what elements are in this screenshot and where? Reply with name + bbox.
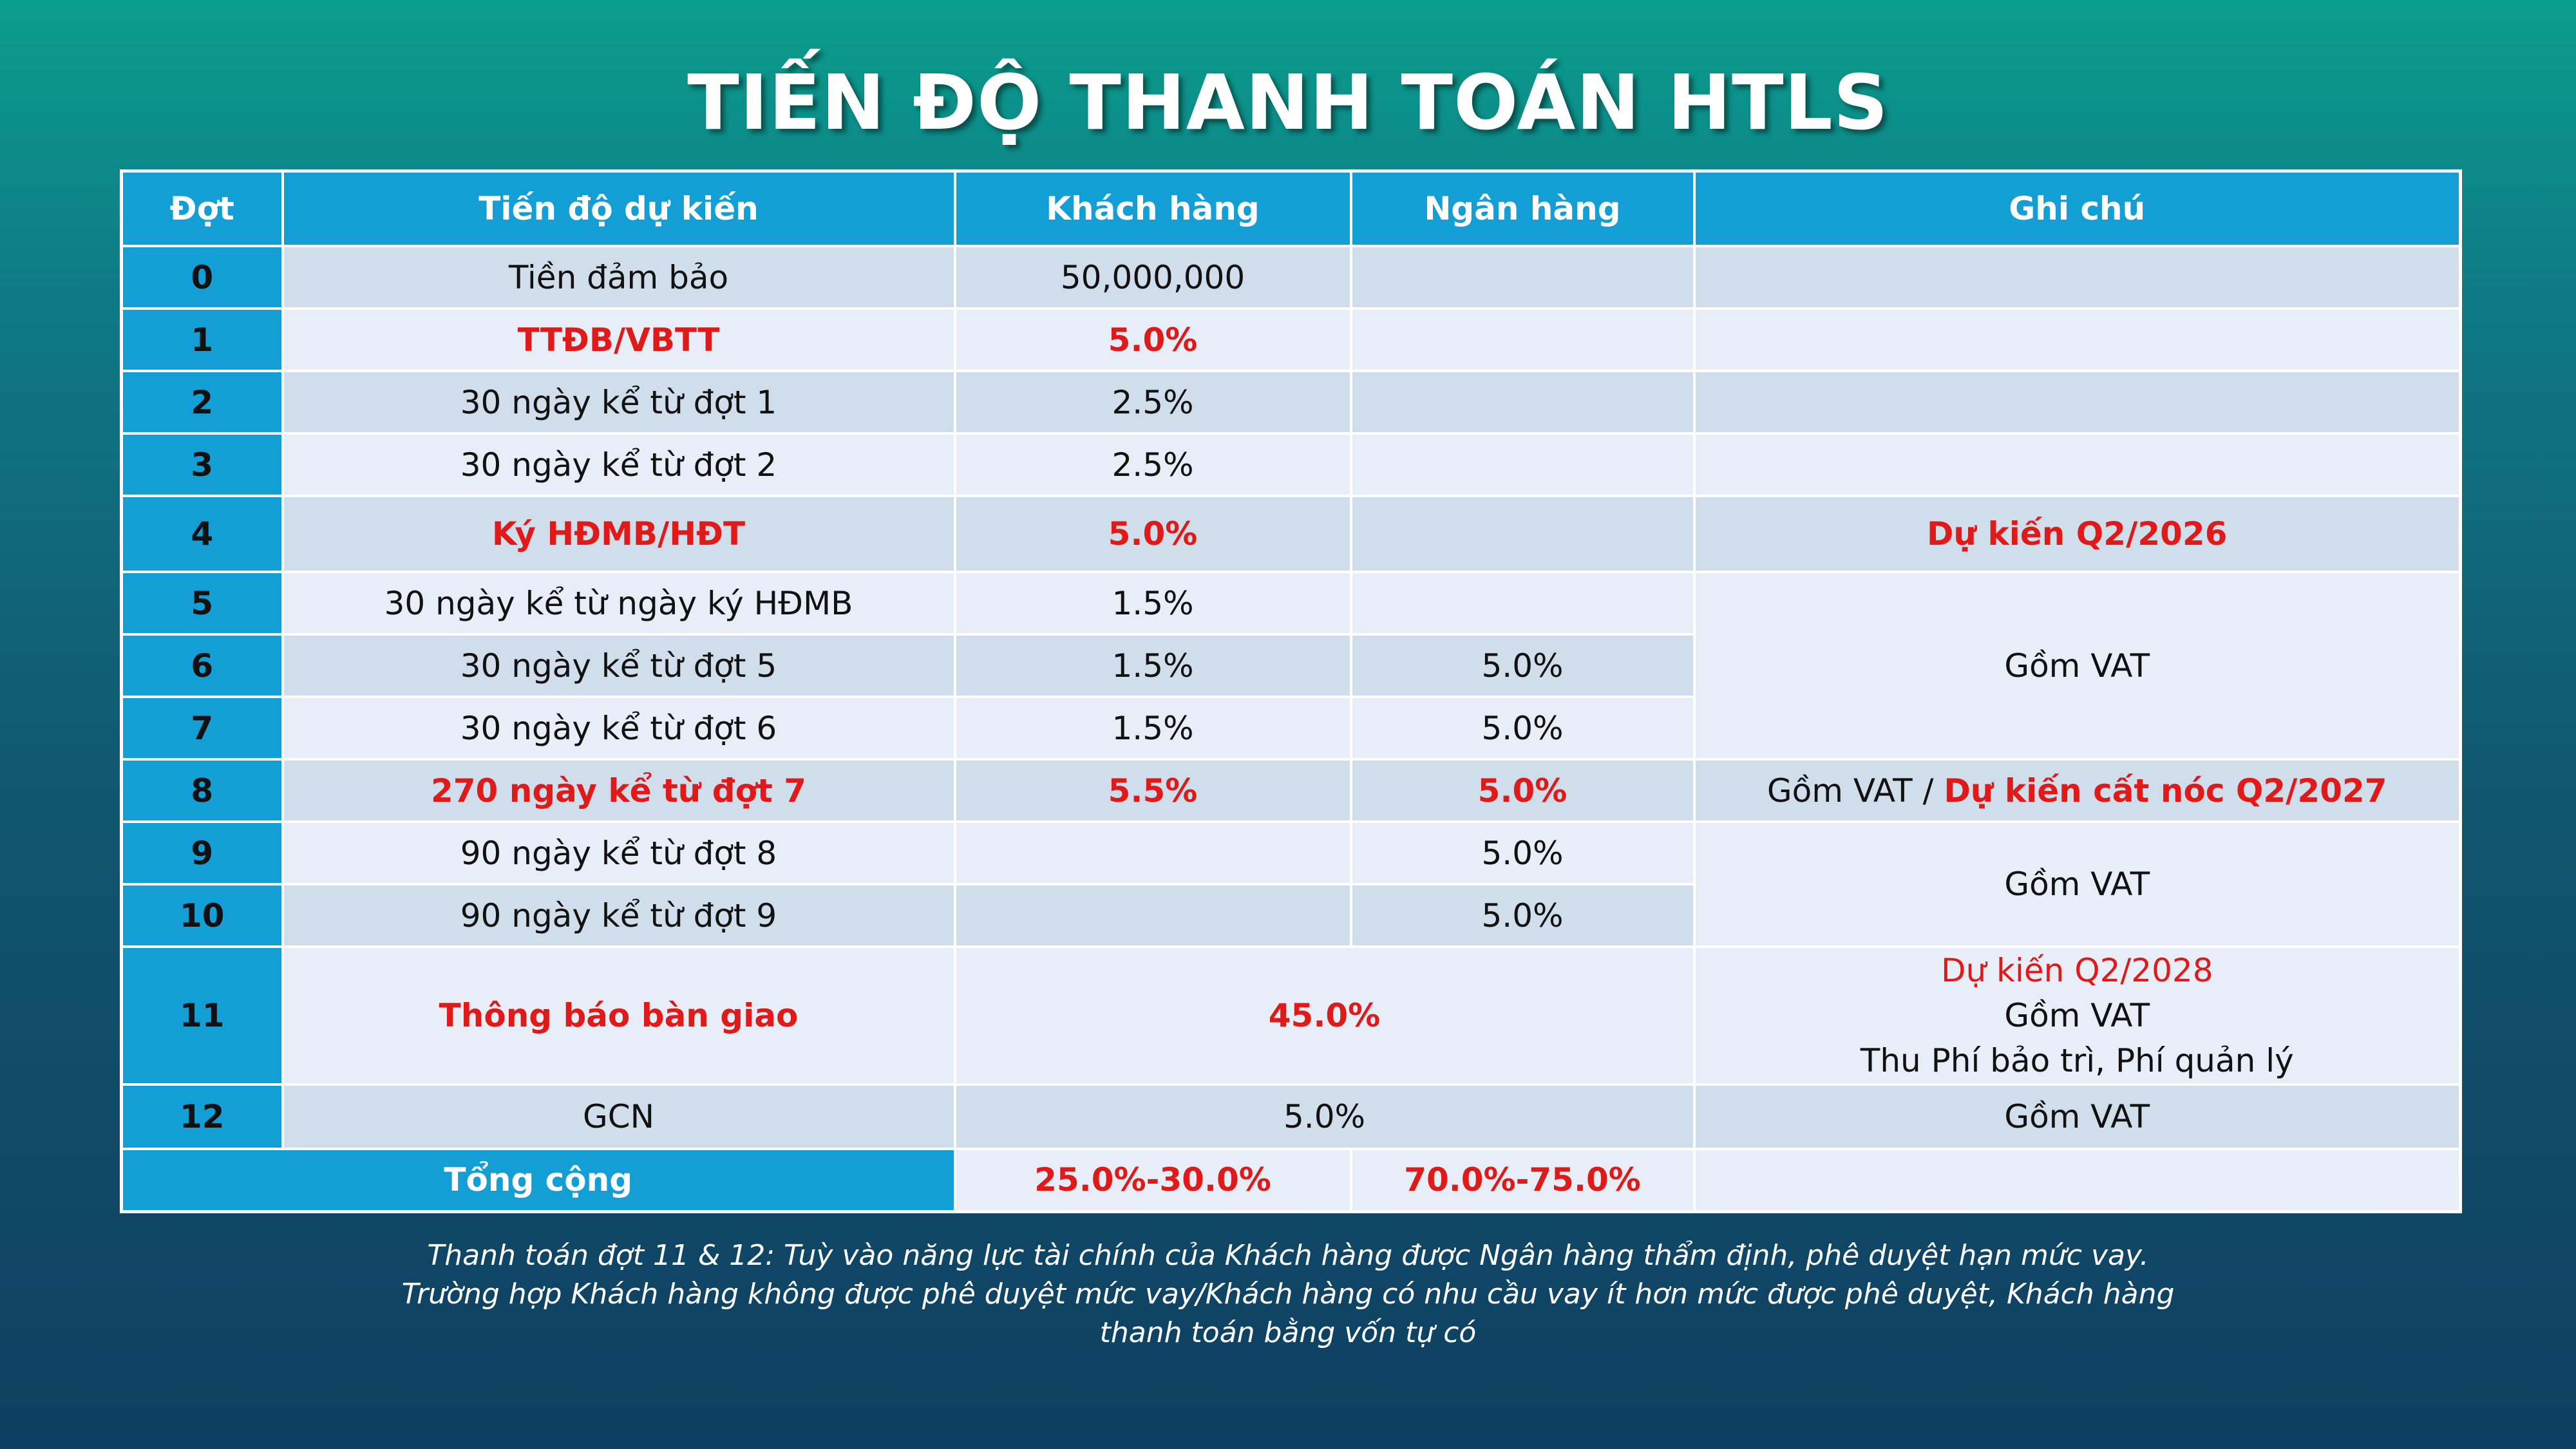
total-khach-hang: 25.0%-30.0%	[953, 1148, 1352, 1213]
cell-khach-hang: 2.5%	[953, 432, 1352, 497]
total-row: Tổng cộng 25.0%-30.0% 70.0%-75.0%	[120, 1148, 2462, 1213]
cell-khach-hang: 1.5%	[953, 696, 1352, 761]
table-row: 11 Thông báo bàn giao 45.0% Dự kiến Q2/2…	[120, 945, 2462, 1086]
cell-ghi-chu	[1692, 370, 2462, 435]
cell-dot: 10	[120, 883, 284, 948]
table-row: 5 30 ngày kể từ ngày ký HĐMB 1.5% Gồm VA…	[120, 571, 2462, 761]
cell-tien-do: Tiền đảm bảo	[281, 245, 956, 310]
cell-dot: 7	[120, 696, 284, 761]
cell-khach-hang	[953, 820, 1352, 886]
cell-ngan-hang	[1349, 307, 1696, 372]
header-tien-do: Tiến độ dự kiến	[281, 169, 956, 247]
table-row: 12 GCN 5.0% Gồm VAT	[120, 1083, 2462, 1150]
payment-schedule-table: Đợt Tiến độ dự kiến Khách hàng Ngân hàng…	[120, 169, 2462, 1213]
cell-ghi-chu	[1692, 307, 2462, 372]
table-row: 1 TTĐB/VBTT 5.0%	[120, 307, 2462, 372]
table-row: 6 30 ngày kể từ đợt 5 1.5% 5.0%	[120, 633, 2461, 698]
ghi-chu-line: Dự kiến Q2/2028	[1940, 952, 2213, 989]
cell-ngan-hang	[1349, 432, 1696, 497]
cell-tien-do: GCN	[281, 1083, 956, 1150]
cell-ghi-chu-merged: Gồm VAT	[1692, 571, 2462, 761]
cell-tien-do: 90 ngày kể từ đợt 8	[281, 820, 956, 886]
cell-ngan-hang: 5.0%	[1349, 820, 1696, 886]
cell-dot: 12	[120, 1083, 284, 1150]
table-row: 4 Ký HĐMB/HĐT 5.0% Dự kiến Q2/2026	[120, 495, 2462, 573]
cell-khach-hang: 5.0%	[953, 495, 1352, 573]
cell-tien-do: 30 ngày kể từ đợt 2	[281, 432, 956, 497]
cell-combined-payment: 5.0%	[953, 1083, 1696, 1150]
footnote-line: thanh toán bằng vốn tự có	[1099, 1316, 1477, 1349]
cell-tien-do: Ký HĐMB/HĐT	[281, 495, 956, 573]
table-header-row: Đợt Tiến độ dự kiến Khách hàng Ngân hàng…	[120, 169, 2462, 247]
cell-combined-payment: 45.0%	[953, 945, 1696, 1086]
cell-ngan-hang	[1349, 571, 1696, 636]
cell-dot: 2	[120, 370, 284, 435]
footnote-line: Trường hợp Khách hàng không được phê duy…	[401, 1278, 2175, 1311]
cell-khach-hang	[953, 883, 1352, 948]
cell-dot: 0	[120, 245, 284, 310]
cell-tien-do: Thông báo bàn giao	[281, 945, 956, 1086]
cell-khach-hang: 50,000,000	[953, 245, 1352, 310]
cell-tien-do: 30 ngày kể từ ngày ký HĐMB	[281, 571, 956, 636]
page-title: TIẾN ĐỘ THANH TOÁN HTLS	[687, 58, 1889, 147]
cell-tien-do: 270 ngày kể từ đợt 7	[281, 758, 956, 823]
cell-dot: 1	[120, 307, 284, 372]
cell-tien-do: TTĐB/VBTT	[281, 307, 956, 372]
ghi-chu-line: Gồm VAT	[2004, 997, 2150, 1034]
cell-ghi-chu: Gồm VAT	[1692, 1083, 2462, 1150]
cell-dot: 3	[120, 432, 284, 497]
cell-ngan-hang	[1349, 495, 1696, 573]
total-ghi-chu	[1692, 1148, 2462, 1213]
table-row: 3 30 ngày kể từ đợt 2 2.5%	[120, 432, 2462, 497]
ghi-chu-cat-noc: Dự kiến cất nóc Q2/2027	[1944, 772, 2387, 810]
footnote-line: Thanh toán đợt 11 & 12: Tuỳ vào năng lực…	[427, 1239, 2149, 1272]
cell-ngan-hang: 5.0%	[1349, 696, 1696, 761]
table-row: 2 30 ngày kể từ đợt 1 2.5%	[120, 370, 2462, 435]
header-ghi-chu: Ghi chú	[1692, 169, 2462, 247]
cell-ghi-chu-merged: Gồm VAT	[1692, 820, 2462, 948]
cell-ghi-chu: Gồm VAT / Dự kiến cất nóc Q2/2027	[1692, 758, 2462, 823]
table-row: 0 Tiền đảm bảo 50,000,000	[120, 245, 2462, 310]
cell-tien-do: 30 ngày kể từ đợt 1	[281, 370, 956, 435]
cell-dot: 11	[120, 945, 284, 1086]
cell-ghi-chu	[1692, 432, 2462, 497]
cell-tien-do: 90 ngày kể từ đợt 9	[281, 883, 956, 948]
cell-tien-do: 30 ngày kể từ đợt 5	[281, 633, 956, 698]
cell-ngan-hang: 5.0%	[1349, 633, 1696, 698]
footnote: Thanh toán đợt 11 & 12: Tuỳ vào năng lực…	[0, 1236, 2576, 1352]
cell-ngan-hang: 5.0%	[1349, 758, 1696, 823]
cell-khach-hang: 1.5%	[953, 633, 1352, 698]
total-ngan-hang: 70.0%-75.0%	[1349, 1148, 1696, 1213]
cell-khach-hang: 5.0%	[953, 307, 1352, 372]
cell-khach-hang: 5.5%	[953, 758, 1352, 823]
cell-ghi-chu	[1692, 245, 2462, 310]
cell-ngan-hang	[1349, 245, 1696, 310]
ghi-chu-vat: Gồm VAT /	[1766, 772, 1944, 810]
cell-dot: 6	[120, 633, 284, 698]
header-ngan-hang: Ngân hàng	[1349, 169, 1696, 247]
cell-khach-hang: 2.5%	[953, 370, 1352, 435]
cell-khach-hang: 1.5%	[953, 571, 1352, 636]
table-row: 8 270 ngày kể từ đợt 7 5.5% 5.0% Gồm VAT…	[120, 758, 2462, 823]
cell-dot: 9	[120, 820, 284, 886]
header-khach-hang: Khách hàng	[953, 169, 1352, 247]
cell-dot: 4	[120, 495, 284, 573]
table-row: 7 30 ngày kể từ đợt 6 1.5% 5.0%	[120, 696, 2461, 761]
ghi-chu-line: Thu Phí bảo trì, Phí quản lý	[1860, 1042, 2294, 1079]
cell-ngan-hang	[1349, 370, 1696, 435]
table-row: 10 90 ngày kể từ đợt 9 5.0%	[120, 883, 2461, 948]
header-dot: Đợt	[120, 169, 284, 247]
table-row: 9 90 ngày kể từ đợt 8 5.0% Gồm VAT	[120, 820, 2462, 948]
total-label: Tổng cộng	[120, 1148, 956, 1213]
cell-tien-do: 30 ngày kể từ đợt 6	[281, 696, 956, 761]
cell-ghi-chu: Dự kiến Q2/2028 Gồm VAT Thu Phí bảo trì,…	[1692, 945, 2462, 1086]
cell-ghi-chu: Dự kiến Q2/2026	[1692, 495, 2462, 573]
cell-ngan-hang: 5.0%	[1349, 883, 1696, 948]
cell-dot: 8	[120, 758, 284, 823]
cell-dot: 5	[120, 571, 284, 636]
